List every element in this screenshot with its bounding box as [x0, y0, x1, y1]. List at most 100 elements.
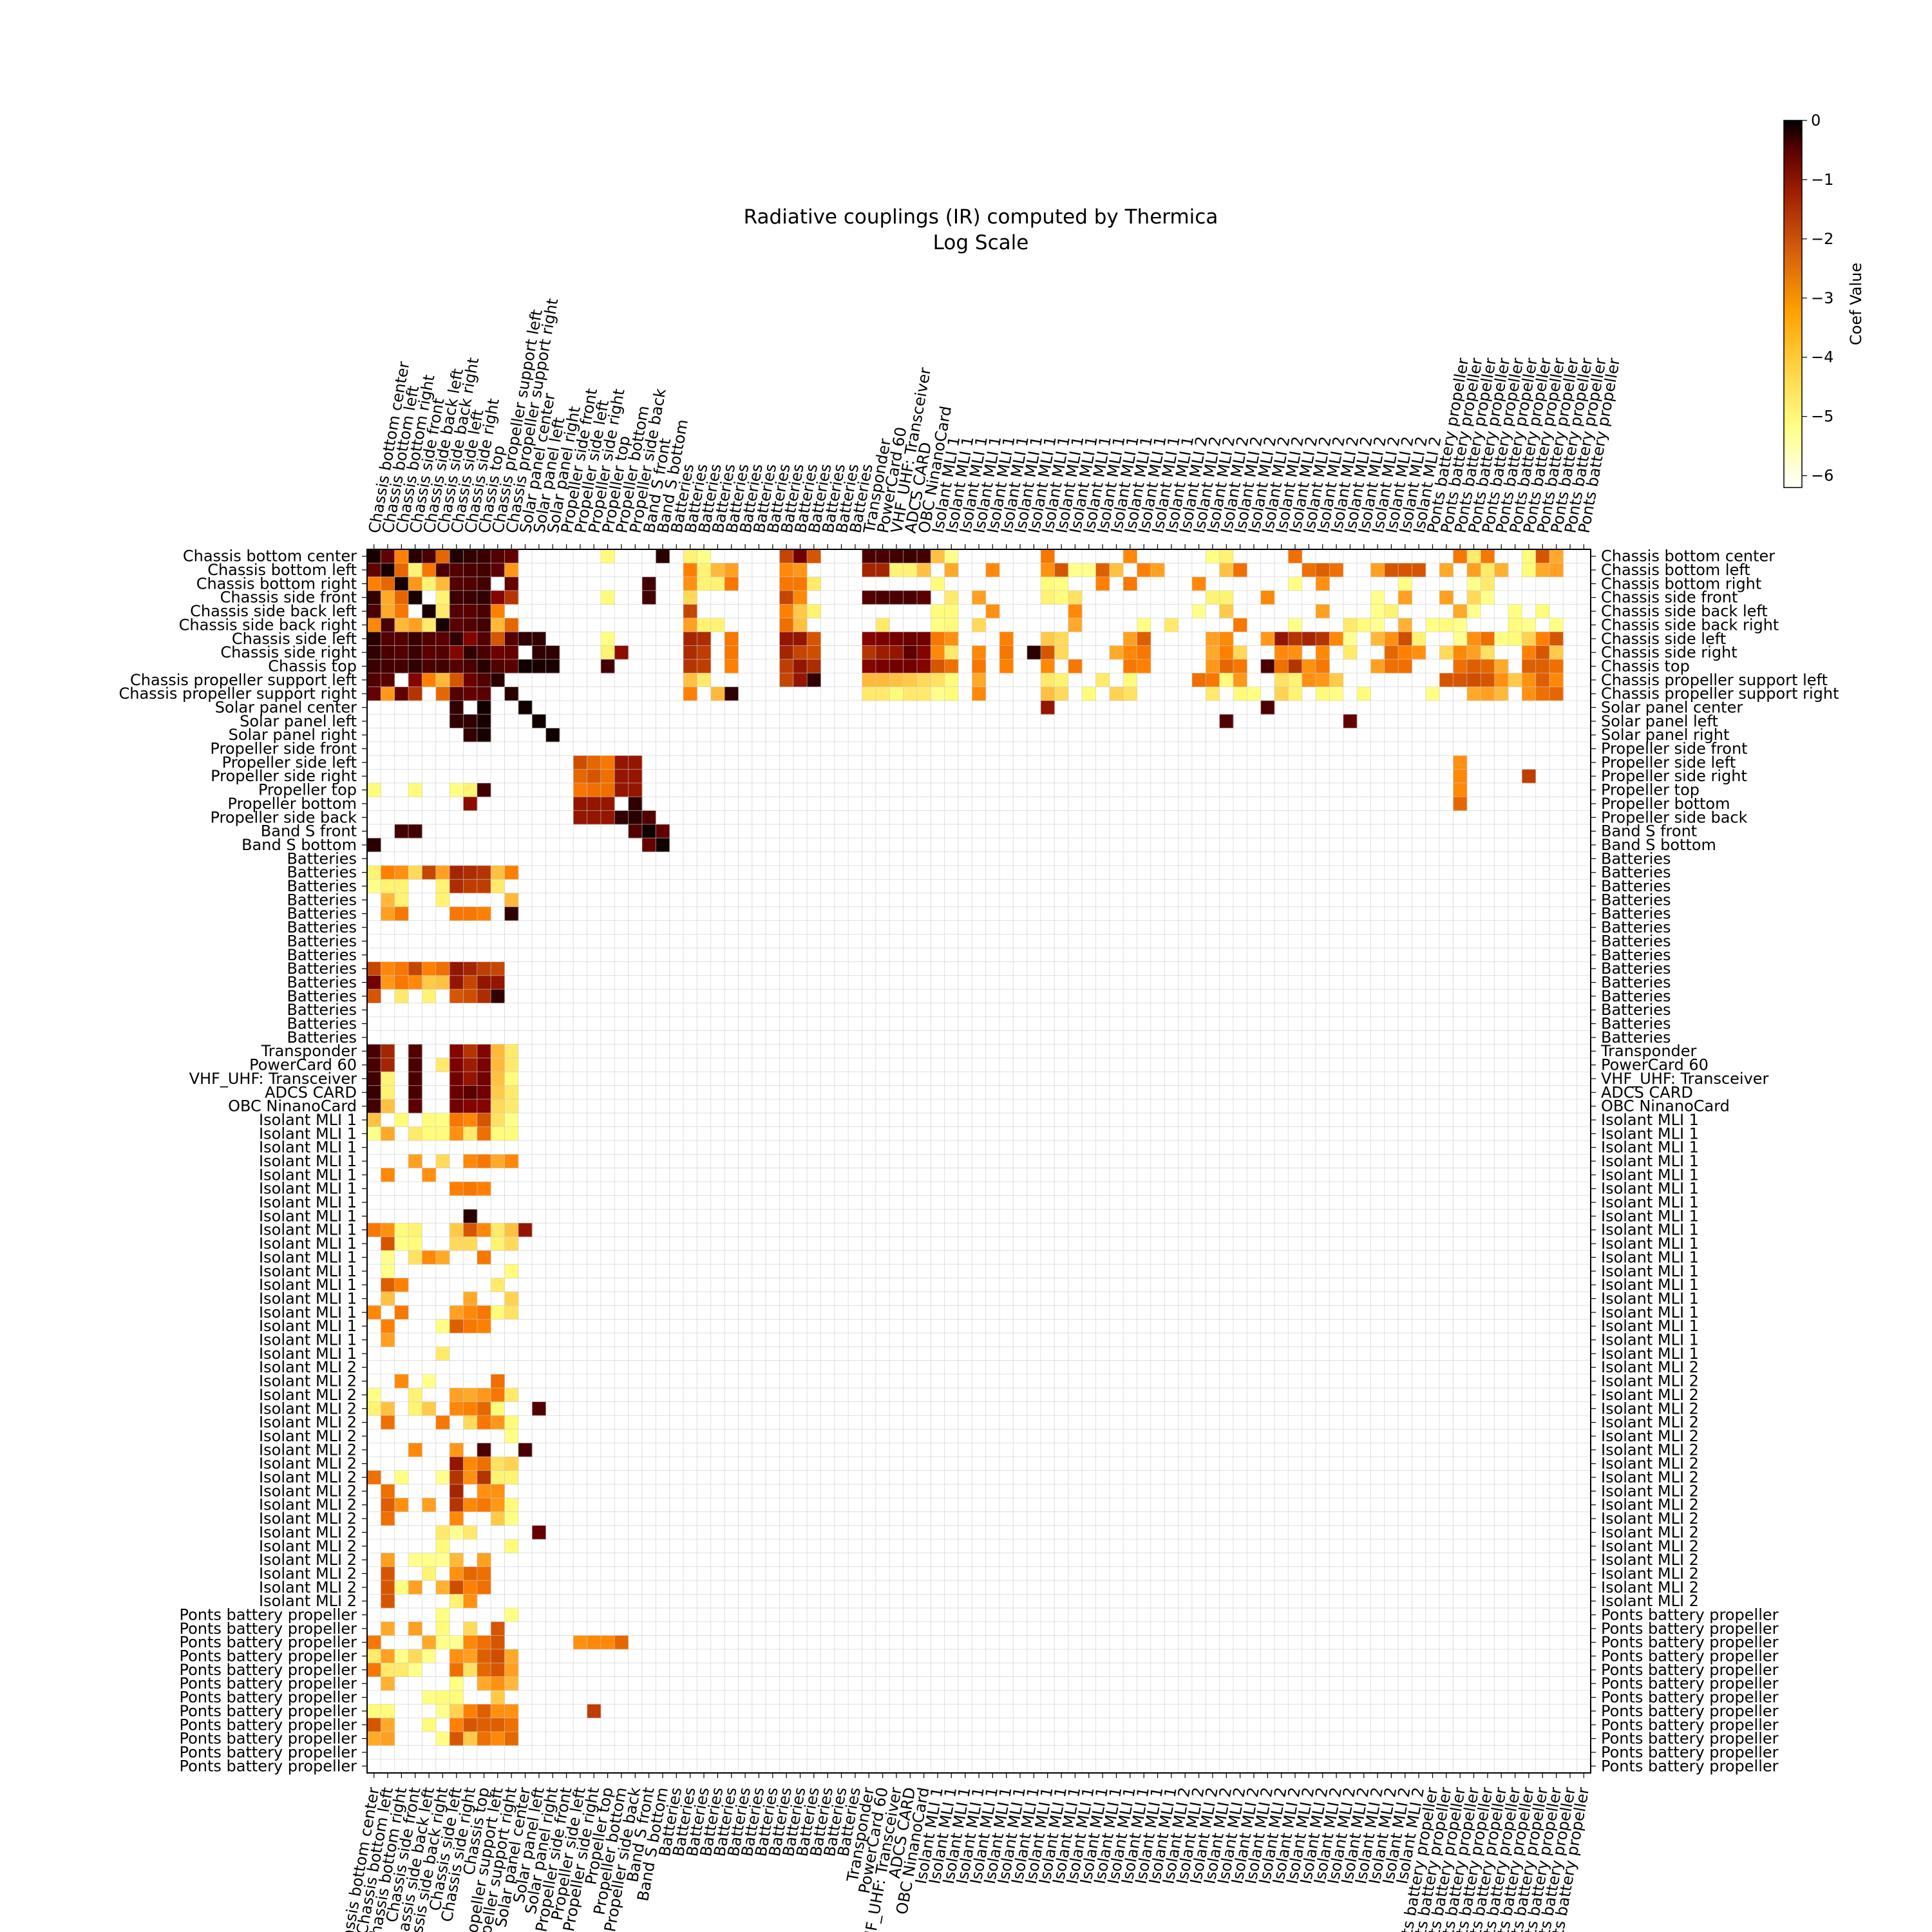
- heatmap-cell: [463, 563, 478, 578]
- heatmap-cell: [903, 632, 918, 646]
- heatmap-cell: [1260, 591, 1275, 605]
- heatmap-cell: [1494, 632, 1509, 646]
- heatmap-cell: [408, 1223, 422, 1237]
- heatmap-cell: [381, 907, 395, 921]
- heatmap-cell: [477, 1649, 491, 1663]
- heatmap-cell: [408, 1099, 422, 1113]
- row-label: Isolant MLI 2: [1601, 1523, 1699, 1541]
- heatmap-cell: [491, 1057, 505, 1072]
- heatmap-cell: [628, 797, 643, 811]
- heatmap-cell: [477, 961, 491, 976]
- heatmap-cell: [504, 1415, 519, 1430]
- heatmap-cell: [491, 1470, 505, 1485]
- heatmap-cell: [1384, 563, 1399, 578]
- heatmap-cell: [491, 1085, 505, 1100]
- row-label: Isolant MLI 1: [259, 1221, 357, 1239]
- heatmap-cell: [381, 1704, 395, 1719]
- heatmap-cell: [504, 1731, 519, 1746]
- heatmap-cell: [1288, 659, 1303, 674]
- heatmap-cell: [394, 1580, 409, 1595]
- heatmap-cell: [889, 632, 904, 646]
- heatmap-cell: [463, 1305, 478, 1320]
- heatmap-cell: [367, 591, 381, 605]
- heatmap-cell: [1522, 673, 1537, 687]
- row-label: Ponts battery propeller: [179, 1633, 357, 1651]
- heatmap-cell: [1206, 659, 1220, 674]
- heatmap-cell: [450, 632, 464, 646]
- heatmap-cell: [1549, 549, 1564, 564]
- heatmap-cell: [381, 1072, 395, 1086]
- heatmap-cell: [491, 1388, 505, 1402]
- heatmap-cell: [1219, 645, 1234, 660]
- heatmap-cell: [1439, 591, 1454, 605]
- heatmap-cell: [477, 1704, 491, 1719]
- heatmap-cell: [1466, 632, 1481, 646]
- heatmap-cell: [504, 907, 519, 921]
- heatmap-cell: [450, 1580, 464, 1595]
- row-label: PowerCard 60: [249, 1056, 357, 1074]
- heatmap-cell: [477, 576, 491, 591]
- heatmap-cell: [477, 1676, 491, 1691]
- heatmap-cell: [1219, 632, 1234, 646]
- row-label: Chassis side left: [232, 630, 357, 648]
- heatmap-cell: [807, 632, 821, 646]
- heatmap-cell: [381, 1498, 395, 1512]
- heatmap-cell: [779, 645, 794, 660]
- row-label: Ponts battery propeller: [179, 1661, 357, 1679]
- row-label: Isolant MLI 2: [259, 1427, 357, 1445]
- heatmap-cell: [491, 1676, 505, 1691]
- heatmap-cell: [807, 576, 821, 591]
- row-label: Chassis bottom right: [1601, 574, 1761, 592]
- heatmap-cell: [1260, 632, 1275, 646]
- heatmap-cell: [408, 632, 422, 646]
- heatmap-cell: [1453, 618, 1468, 632]
- row-label: Isolant MLI 1: [259, 1276, 357, 1294]
- heatmap-cell: [1054, 576, 1069, 591]
- row-label: Ponts battery propeller: [179, 1620, 357, 1638]
- heatmap-cell: [862, 591, 876, 605]
- heatmap-cell: [1439, 618, 1454, 632]
- row-label: Ponts battery propeller: [1601, 1647, 1779, 1665]
- heatmap-cell: [435, 1470, 450, 1485]
- heatmap-cell: [710, 687, 725, 701]
- heatmap-cell: [463, 1401, 478, 1416]
- heatmap-cell: [463, 645, 478, 660]
- heatmap-cell: [793, 563, 808, 578]
- heatmap-cell: [1260, 700, 1275, 715]
- heatmap-cell: [463, 1236, 478, 1251]
- row-label: Ponts battery propeller: [1601, 1661, 1779, 1679]
- row-label: Chassis side back right: [1601, 616, 1779, 634]
- heatmap-cell: [875, 645, 890, 660]
- heatmap-cell: [381, 1057, 395, 1072]
- heatmap-cell: [875, 687, 890, 701]
- heatmap-cell: [1494, 659, 1509, 674]
- heatmap-cell: [435, 1607, 450, 1622]
- heatmap-cell: [422, 975, 437, 990]
- heatmap-cell: [408, 618, 422, 632]
- heatmap-cell: [504, 645, 519, 660]
- heatmap-cell: [1123, 659, 1137, 674]
- heatmap-cell: [408, 1443, 422, 1457]
- row-label: Chassis side front: [220, 589, 357, 607]
- heatmap-cell: [518, 632, 533, 646]
- row-label: Batteries: [1601, 932, 1671, 950]
- row-label: Isolant MLI 2: [259, 1510, 357, 1528]
- heatmap-cell: [504, 1470, 519, 1485]
- row-label: Propeller side right: [1601, 767, 1747, 785]
- heatmap-cell: [903, 687, 918, 701]
- heatmap-cell: [916, 659, 931, 674]
- row-label: Isolant MLI 1: [1601, 1124, 1699, 1142]
- heatmap-cell: [408, 659, 422, 674]
- row-label: Isolant MLI 1: [1601, 1193, 1699, 1211]
- heatmap-cell: [491, 618, 505, 632]
- row-label: Batteries: [287, 987, 357, 1005]
- heatmap-cell: [450, 879, 464, 894]
- heatmap-cell: [367, 1731, 381, 1746]
- heatmap-cell: [1508, 604, 1522, 619]
- heatmap-cell: [463, 1126, 478, 1141]
- heatmap-cell: [381, 1236, 395, 1251]
- heatmap-cell: [491, 1415, 505, 1430]
- heatmap-cell: [422, 604, 437, 619]
- heatmap-cell: [367, 1113, 381, 1128]
- heatmap-cell: [422, 632, 437, 646]
